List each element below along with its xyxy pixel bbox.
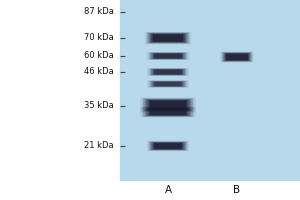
FancyBboxPatch shape [148,33,188,43]
FancyBboxPatch shape [224,53,250,61]
Text: 21 kDa: 21 kDa [84,142,114,150]
FancyBboxPatch shape [221,52,253,62]
FancyBboxPatch shape [154,54,182,58]
Text: 46 kDa: 46 kDa [84,68,114,76]
FancyBboxPatch shape [226,54,248,60]
FancyBboxPatch shape [154,82,182,86]
Text: A: A [164,185,172,195]
FancyBboxPatch shape [152,53,184,59]
FancyBboxPatch shape [154,53,182,59]
Text: 87 kDa: 87 kDa [84,7,114,17]
FancyBboxPatch shape [153,53,183,59]
FancyBboxPatch shape [154,82,182,86]
FancyBboxPatch shape [148,100,188,110]
FancyBboxPatch shape [220,52,254,62]
FancyBboxPatch shape [147,32,189,43]
FancyBboxPatch shape [153,81,183,87]
FancyBboxPatch shape [148,52,188,60]
FancyBboxPatch shape [152,69,184,75]
FancyBboxPatch shape [153,69,183,75]
FancyBboxPatch shape [149,100,187,110]
FancyBboxPatch shape [150,101,186,109]
FancyBboxPatch shape [152,142,184,150]
Text: B: B [233,185,241,195]
Text: 60 kDa: 60 kDa [84,51,114,60]
FancyBboxPatch shape [225,53,249,61]
FancyBboxPatch shape [143,98,193,112]
FancyBboxPatch shape [153,142,183,150]
FancyBboxPatch shape [150,53,186,59]
FancyBboxPatch shape [154,70,182,74]
FancyBboxPatch shape [154,143,182,149]
FancyBboxPatch shape [152,81,184,87]
FancyBboxPatch shape [152,34,184,42]
FancyBboxPatch shape [150,69,186,75]
FancyBboxPatch shape [148,68,188,76]
FancyBboxPatch shape [222,52,252,62]
FancyBboxPatch shape [149,81,187,87]
Bar [120,0,300,180]
FancyBboxPatch shape [145,108,191,116]
FancyBboxPatch shape [145,32,191,44]
FancyBboxPatch shape [145,99,191,111]
FancyBboxPatch shape [148,141,188,151]
FancyBboxPatch shape [149,109,187,115]
FancyBboxPatch shape [150,81,186,87]
FancyBboxPatch shape [223,53,251,61]
FancyBboxPatch shape [154,69,182,75]
FancyBboxPatch shape [142,98,194,112]
Text: 35 kDa: 35 kDa [84,102,114,110]
FancyBboxPatch shape [151,34,185,42]
FancyBboxPatch shape [140,107,196,117]
FancyBboxPatch shape [150,33,186,43]
FancyBboxPatch shape [150,142,186,150]
FancyBboxPatch shape [142,107,194,117]
FancyBboxPatch shape [143,107,193,117]
Text: 70 kDa: 70 kDa [84,33,114,43]
FancyBboxPatch shape [154,143,182,149]
FancyBboxPatch shape [146,99,190,111]
FancyBboxPatch shape [146,32,190,44]
FancyBboxPatch shape [226,54,248,60]
FancyBboxPatch shape [147,141,189,151]
FancyBboxPatch shape [149,68,187,76]
FancyBboxPatch shape [149,52,187,60]
FancyBboxPatch shape [153,34,183,42]
FancyBboxPatch shape [148,80,188,88]
FancyBboxPatch shape [150,109,186,115]
FancyBboxPatch shape [149,142,187,150]
FancyBboxPatch shape [140,98,196,112]
FancyBboxPatch shape [148,108,188,116]
FancyBboxPatch shape [146,108,190,116]
